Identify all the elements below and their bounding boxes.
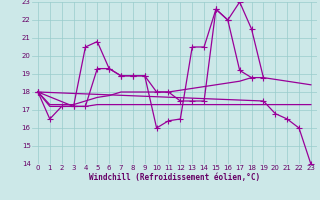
X-axis label: Windchill (Refroidissement éolien,°C): Windchill (Refroidissement éolien,°C) [89,173,260,182]
